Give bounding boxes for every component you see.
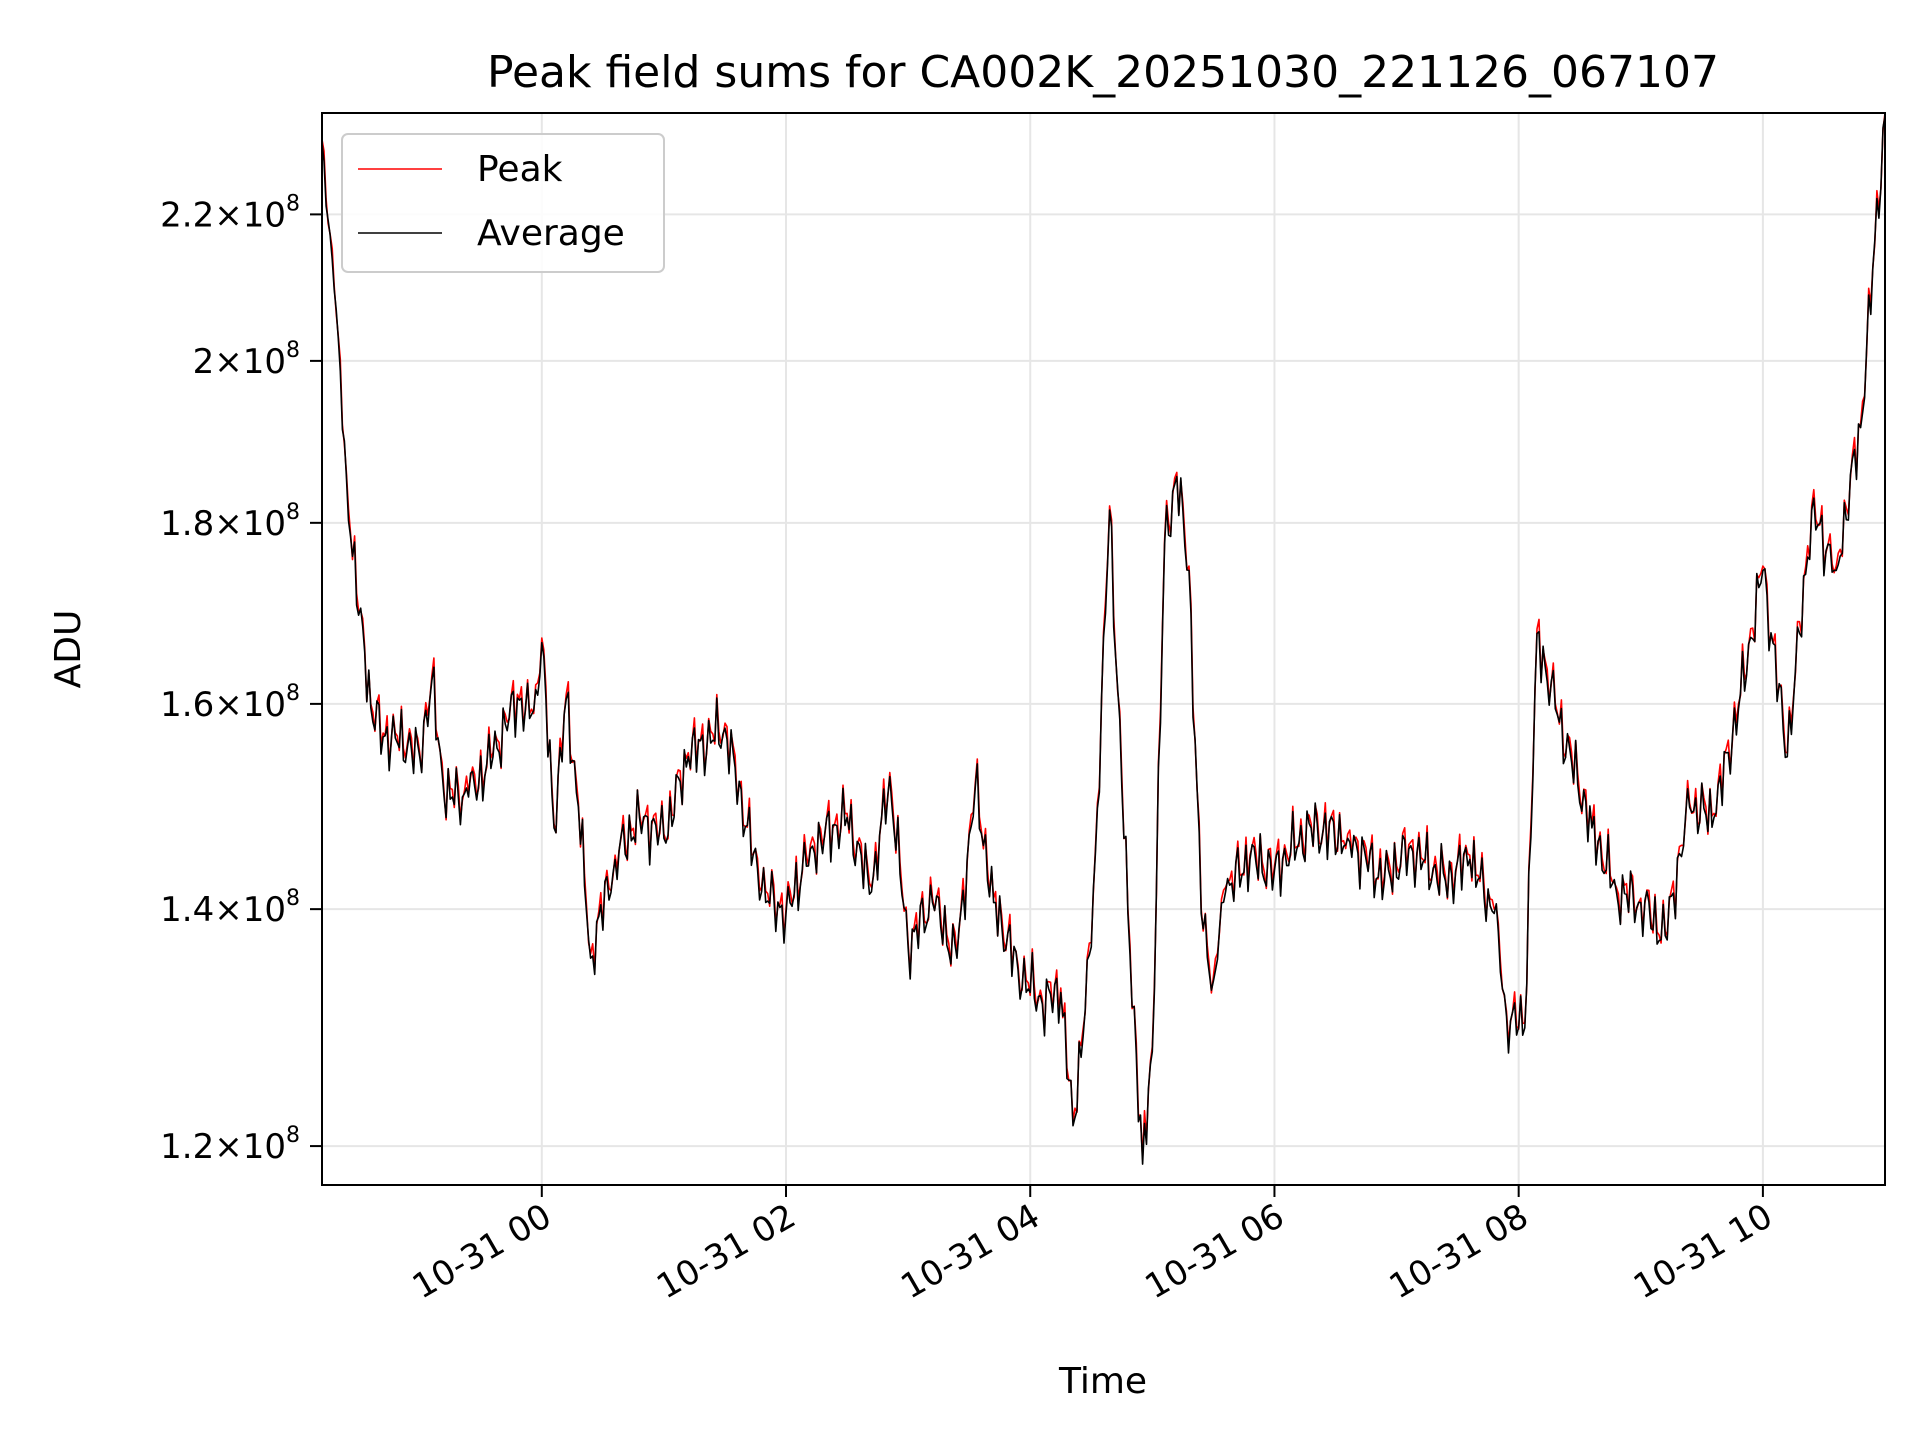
series-layer [321,112,1886,1165]
y-tick-label-2: 1.6×108 [160,681,300,725]
y-tick-label-4: 2×108 [193,338,300,382]
y-axis-label: ADU [48,610,89,689]
series-line-average [321,116,1886,1165]
plot-area: 10-31 00 10-31 02 10-31 04 10-31 06 10-31 08… [160,112,1886,1307]
plot-frame [321,112,1886,1186]
legend-label-average: Average [477,213,625,254]
legend: Peak Average [341,133,665,273]
legend-label-peak: Peak [477,149,563,190]
y-tick-label-1: 1.4×108 [160,886,300,930]
y-tick-label-5: 2.2×108 [160,191,300,235]
y-tick-label-0: 1.2×108 [160,1123,300,1167]
grid [322,113,1885,1185]
x-axis-label: Time [1058,1361,1147,1402]
y-tick-label-3: 1.8×108 [160,500,300,544]
y-axis-ticks: 1.2×108 1.4×108 1.6×108 1.8×108 2×108 2.2×108 [160,191,322,1167]
chart-title: Peak field sums for CA002K_20251030_2211… [487,47,1719,98]
